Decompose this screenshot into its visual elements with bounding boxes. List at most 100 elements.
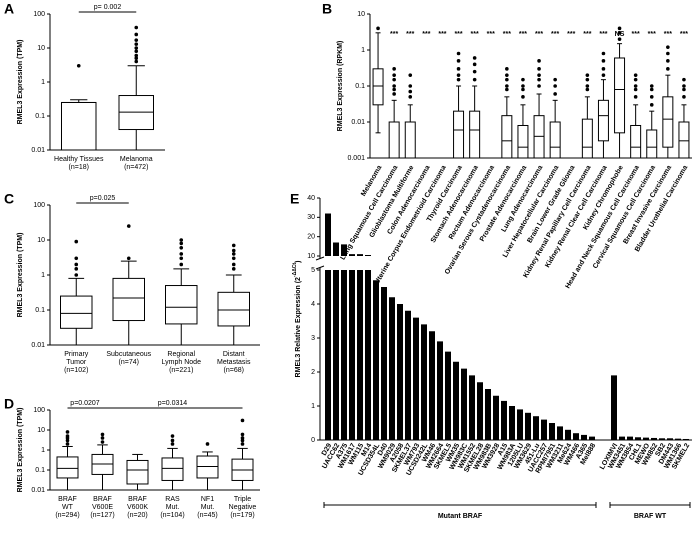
outlier <box>521 77 525 82</box>
bar <box>533 416 539 440</box>
bar <box>525 412 531 440</box>
bar <box>501 400 507 440</box>
y-axis-label: RMEL3 Relative Expression (2-ΔΔCt) <box>292 261 302 378</box>
bar <box>619 436 625 440</box>
y-tick-label: 0.01 <box>31 487 45 494</box>
x-tick-label: NF1 <box>201 496 214 503</box>
outlier <box>231 252 236 256</box>
panel-letter: C <box>4 191 14 207</box>
x-tick-label: Melanoma <box>120 156 153 163</box>
group-bracket <box>609 502 691 508</box>
outlier <box>179 256 184 261</box>
x-tick-label: Negative <box>229 504 257 511</box>
bar <box>389 297 395 440</box>
bar <box>453 361 459 440</box>
outlier <box>76 63 81 68</box>
box <box>217 291 250 327</box>
bar <box>581 434 587 440</box>
outlier <box>179 241 184 246</box>
outlier <box>100 436 105 440</box>
y-tick-label: 1 <box>361 47 365 54</box>
outlier <box>682 95 686 99</box>
outlier <box>231 256 236 261</box>
outlier <box>682 87 686 92</box>
bar <box>573 433 579 440</box>
y-tick-label: 0 <box>311 437 315 444</box>
x-tick-label: Tumor <box>66 359 87 366</box>
box <box>597 99 609 142</box>
outlier <box>392 92 396 96</box>
box <box>549 121 561 159</box>
outlier <box>472 69 477 74</box>
outlier <box>179 262 184 267</box>
outlier <box>633 77 638 82</box>
x-tick-label: Primary <box>64 351 89 358</box>
bar <box>333 242 339 440</box>
outlier <box>601 73 606 77</box>
x-tick-label: Healthy Tissues <box>54 156 104 163</box>
n-label: (n=102) <box>64 367 88 374</box>
outlier <box>649 87 654 92</box>
y-tick-label: 100 <box>33 202 45 209</box>
outlier <box>179 245 184 250</box>
outlier <box>179 238 184 242</box>
annotation: p=0.025 <box>90 195 116 202</box>
significance-label: *** <box>471 31 479 38</box>
significance-label: *** <box>454 31 462 38</box>
panel-letter: B <box>322 1 332 17</box>
box <box>501 115 513 159</box>
outlier <box>408 84 413 88</box>
n-label: (n=221) <box>169 367 193 374</box>
box <box>678 121 690 159</box>
y-tick-label: 10 <box>37 45 45 52</box>
annotation: p=0.0207 <box>70 400 99 407</box>
outlier <box>74 267 79 271</box>
outlier <box>456 59 461 63</box>
box <box>404 121 416 159</box>
box <box>61 101 97 151</box>
y-tick-label: 4 <box>311 301 315 308</box>
x-tick-label: BRAF <box>128 496 147 503</box>
box <box>165 285 198 325</box>
x-tick-label: Mut. <box>201 504 215 511</box>
outlier <box>240 442 245 446</box>
outlier <box>649 84 654 88</box>
bar <box>461 368 467 440</box>
outlier <box>666 59 670 63</box>
significance-label: *** <box>422 31 430 38</box>
outlier <box>505 87 509 92</box>
outlier <box>633 87 638 92</box>
y-tick-label: 10 <box>307 253 315 260</box>
y-tick-label: 0.1 <box>355 83 365 90</box>
bar <box>397 304 403 440</box>
bar <box>437 341 443 440</box>
y-tick-label: 100 <box>33 407 45 414</box>
bar <box>643 437 649 440</box>
annotation: p= 0.002 <box>94 4 122 11</box>
n-label: (n=179) <box>230 512 254 519</box>
bar <box>325 213 331 440</box>
box <box>581 118 593 159</box>
x-tick-label: Lymph Node <box>162 359 202 366</box>
outlier <box>472 56 477 60</box>
outlier <box>240 438 245 443</box>
y-axis-label-sup: -ΔΔCt <box>292 263 298 277</box>
outlier <box>100 432 105 437</box>
outlier <box>553 84 557 88</box>
bar <box>611 375 617 440</box>
bar <box>541 419 547 440</box>
y-axis-label-main: RMEL3 Relative Expression (2 <box>295 277 302 377</box>
panel-letter: E <box>290 191 299 207</box>
outlier <box>472 77 477 82</box>
outlier <box>74 239 79 244</box>
n-label: (n=18) <box>69 164 89 171</box>
outlier <box>617 26 622 31</box>
outlier <box>666 45 670 49</box>
outlier <box>505 84 509 88</box>
outlier <box>134 53 139 58</box>
significance-label: *** <box>583 31 591 38</box>
outlier <box>585 87 590 92</box>
outlier <box>649 103 654 107</box>
outlier <box>633 95 638 99</box>
y-tick-label: 10 <box>37 427 45 434</box>
